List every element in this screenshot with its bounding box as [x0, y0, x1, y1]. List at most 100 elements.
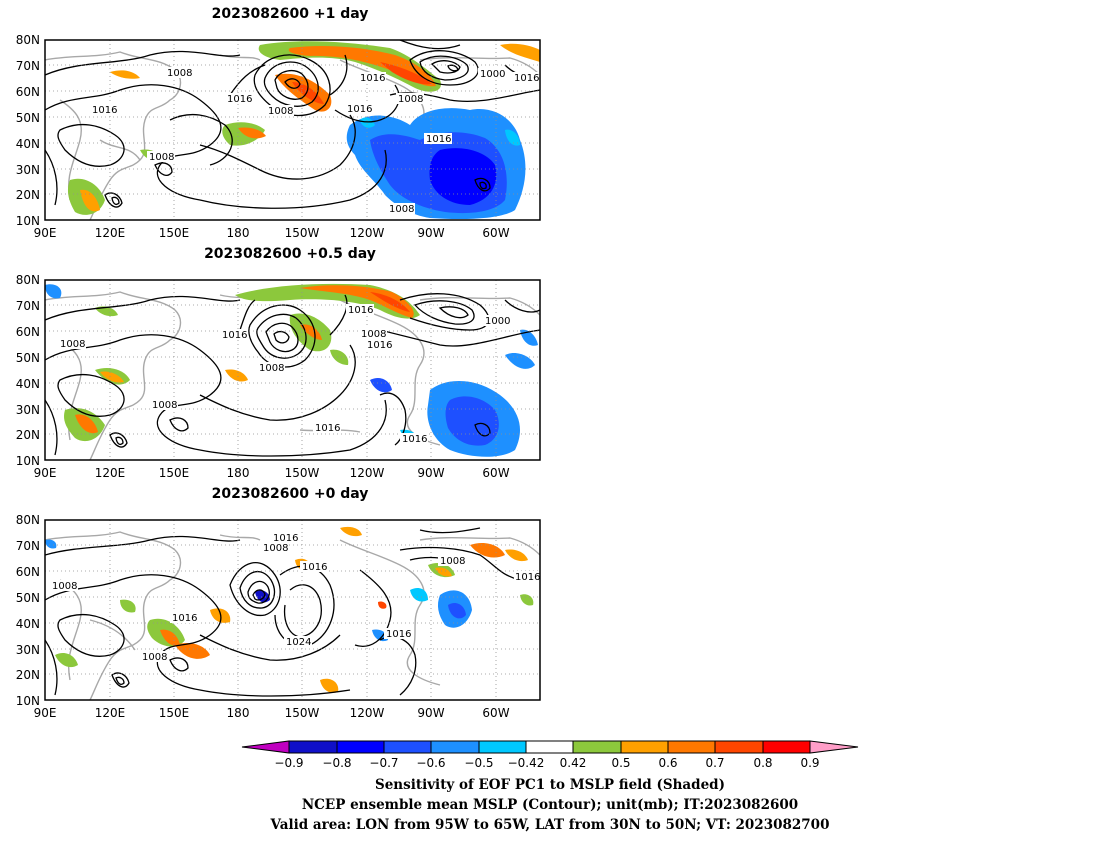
contour-label: 1000	[480, 69, 505, 80]
panel-title-day0: 2023082600 +0 day	[211, 486, 369, 502]
contour-label: 1008	[398, 94, 423, 105]
contour-label: 1016	[514, 73, 539, 84]
contour-label: 1008	[259, 363, 284, 374]
contour-labels: 1008 1016 1016 1008 1016 1016 1008 1000 …	[90, 67, 540, 215]
contour-label: 1000	[485, 316, 510, 327]
lat-tick: 60N	[16, 85, 40, 99]
contour-label: 1008	[361, 329, 386, 340]
contour-label: 1008	[149, 152, 174, 163]
caption-line1: Sensitivity of EOF PC1 to MSLP field (Sh…	[374, 777, 726, 793]
lat-tick: 80N	[16, 33, 40, 47]
lat-tick: 20N	[16, 428, 40, 442]
lon-tick: 150E	[159, 466, 190, 480]
map-panel-day0-5: 1008 1016 1008 1016 1008 1016 1000 1008 …	[44, 279, 541, 461]
lat-tick: 20N	[16, 668, 40, 682]
lat-tick: 70N	[16, 539, 40, 553]
lon-tick: 180	[227, 226, 250, 240]
contour-label: 1016	[515, 572, 540, 583]
colorbar: −0.9 −0.8 −0.7 −0.6 −0.5 −0.42 0.42 0.5 …	[241, 740, 859, 770]
colorbar-label: 0.8	[753, 756, 772, 770]
colorbar-label: 0.5	[611, 756, 630, 770]
axis-labels: 80N 70N 60N 50N 40N 30N 20N 10N 90E 120E…	[16, 33, 510, 720]
colorbar-label: 0.9	[800, 756, 819, 770]
sensitivity-shading	[67, 41, 540, 220]
lat-tick: 80N	[16, 513, 40, 527]
lon-tick: 90E	[34, 226, 57, 240]
contour-labels: 1008 1016 1008 1016 1016 1024 1016 1008 …	[50, 532, 540, 663]
caption-line2: NCEP ensemble mean MSLP (Contour); unit(…	[301, 797, 799, 813]
colorbar-label: −0.42	[508, 756, 545, 770]
gridlines	[45, 280, 540, 460]
lon-tick: 60W	[482, 466, 509, 480]
contour-label: 1016	[426, 134, 451, 145]
colorbar-label: 0.7	[705, 756, 724, 770]
lat-tick: 60N	[16, 325, 40, 339]
contour-label: 1008	[440, 556, 465, 567]
contour-label: 1016	[367, 340, 392, 351]
lon-tick: 150E	[159, 226, 190, 240]
contour-labels: 1008 1016 1008 1016 1008 1016 1000 1008 …	[58, 304, 511, 445]
lon-tick: 60W	[482, 226, 509, 240]
colorbar-label: −0.6	[416, 756, 445, 770]
gridlines	[45, 520, 540, 700]
lat-tick: 50N	[16, 351, 40, 365]
contour-label: 1016	[347, 104, 372, 115]
contour-label: 1016	[402, 434, 427, 445]
lat-tick: 40N	[16, 137, 40, 151]
contour-label: 1008	[60, 339, 85, 350]
lon-tick: 150W	[285, 466, 320, 480]
lon-tick: 120W	[350, 706, 385, 720]
colorbar-label: 0.6	[658, 756, 677, 770]
map-panel-day1: 1008 1016 1016 1008 1016 1016 1008 1000 …	[44, 39, 541, 221]
map-panel-day0: 1008 1016 1008 1016 1016 1024 1016 1008 …	[44, 519, 541, 701]
colorbar-label: −0.8	[322, 756, 351, 770]
lat-tick: 20N	[16, 188, 40, 202]
lat-tick: 30N	[16, 163, 40, 177]
lon-tick: 90W	[417, 466, 444, 480]
lon-tick: 120W	[350, 466, 385, 480]
contour-label: 1024	[286, 637, 311, 648]
colorbar-label: −0.5	[464, 756, 493, 770]
lon-tick: 120E	[95, 466, 126, 480]
lon-tick: 90E	[34, 466, 57, 480]
lon-tick: 120W	[350, 226, 385, 240]
mslp-contours	[45, 293, 540, 457]
caption-line3: Valid area: LON from 95W to 65W, LAT fro…	[270, 817, 830, 833]
lat-tick: 50N	[16, 111, 40, 125]
contour-label: 1016	[273, 533, 298, 544]
contour-label: 1008	[167, 68, 192, 79]
lat-tick: 40N	[16, 377, 40, 391]
lat-tick: 10N	[16, 694, 40, 708]
colorbar-label: −0.9	[274, 756, 303, 770]
contour-label: 1008	[142, 652, 167, 663]
lat-tick: 60N	[16, 565, 40, 579]
lat-tick: 70N	[16, 59, 40, 73]
lat-tick: 10N	[16, 214, 40, 228]
lat-tick: 70N	[16, 299, 40, 313]
lon-tick: 90W	[417, 226, 444, 240]
gridlines	[45, 40, 540, 220]
contour-label: 1016	[315, 423, 340, 434]
colorbar-label: 0.42	[560, 756, 587, 770]
lat-tick: 30N	[16, 643, 40, 657]
contour-label: 1016	[227, 94, 252, 105]
lat-tick: 40N	[16, 617, 40, 631]
lon-tick: 90W	[417, 706, 444, 720]
contour-label: 1016	[92, 105, 117, 116]
panel-title-day0-5: 2023082600 +0.5 day	[204, 246, 376, 262]
panel-title-day1: 2023082600 +1 day	[211, 6, 369, 22]
lon-tick: 90E	[34, 706, 57, 720]
lon-tick: 150W	[285, 706, 320, 720]
contour-label: 1008	[389, 204, 414, 215]
contour-label: 1016	[172, 613, 197, 624]
contour-label: 1008	[268, 106, 293, 117]
lon-tick: 180	[227, 466, 250, 480]
lon-tick: 150E	[159, 706, 190, 720]
mslp-contours	[45, 527, 540, 697]
lat-tick: 80N	[16, 273, 40, 287]
lon-tick: 180	[227, 706, 250, 720]
lon-tick: 120E	[95, 706, 126, 720]
contour-label: 1016	[348, 305, 373, 316]
lon-tick: 60W	[482, 706, 509, 720]
